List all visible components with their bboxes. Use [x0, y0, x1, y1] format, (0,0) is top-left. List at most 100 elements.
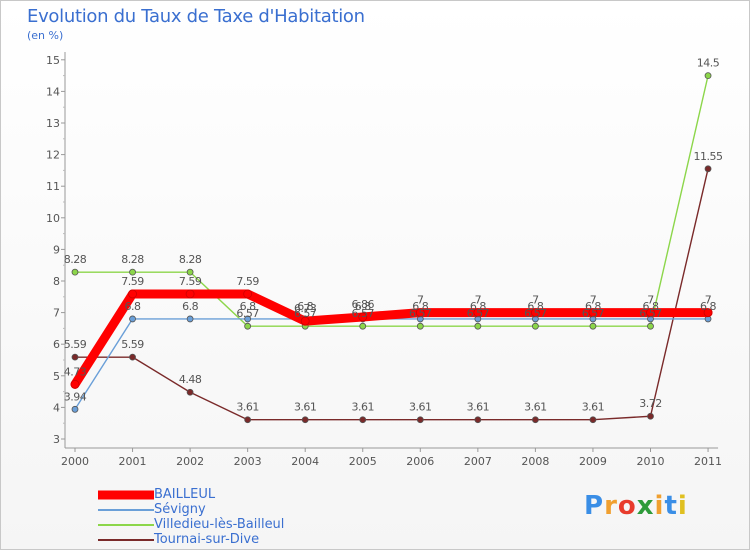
data-label-s-vigny: 6.8	[643, 300, 659, 313]
data-point-s-vigny	[71, 405, 79, 413]
data-point-s-vigny	[129, 315, 136, 323]
data-label-tournai-sur-dive: 4.48	[179, 373, 202, 386]
data-label-s-vigny: 6.8	[240, 300, 256, 313]
data-point-bailleul	[243, 289, 253, 299]
logo-letter: o	[617, 491, 637, 521]
data-label-s-vigny: 6.8	[527, 300, 543, 313]
data-point-bailleul	[415, 308, 425, 318]
data-point-bailleul	[646, 308, 655, 318]
data-labels-layer: 5.59 5.59 4.48 3.61 3.61 3.61 3.61 3.61 3.61 3.61…	[64, 57, 724, 414]
data-point-tournai-sur-dive	[129, 353, 136, 361]
x-tick-label: 2007	[464, 455, 492, 468]
data-point-villedieu-l-s-bailleul	[416, 322, 424, 330]
y-tick-label: 3	[53, 433, 60, 446]
data-label-tournai-sur-dive: 5.59	[64, 338, 87, 351]
data-label-villedieu-l-s-bailleul: 8.28	[64, 253, 87, 266]
data-label-bailleul: 7.59	[121, 275, 144, 288]
data-label-bailleul: 7.59	[236, 275, 259, 288]
x-tick-label: 2001	[119, 455, 147, 468]
data-point-tournai-sur-dive	[244, 416, 252, 424]
y-tick-label: 10	[46, 212, 60, 225]
data-label-s-vigny: 6.8	[470, 300, 486, 313]
y-tick-label: 12	[46, 149, 60, 162]
data-point-tournai-sur-dive	[359, 416, 367, 424]
data-point-villedieu-l-s-bailleul	[71, 268, 79, 276]
data-label-tournai-sur-dive: 3.61	[582, 401, 605, 414]
legend-swatch	[98, 508, 154, 511]
data-point-villedieu-l-s-bailleul	[474, 322, 482, 330]
data-point-bailleul	[128, 289, 137, 299]
data-point-tournai-sur-dive	[474, 416, 482, 424]
data-label-bailleul: 7	[417, 294, 424, 307]
data-point-villedieu-l-s-bailleul	[186, 268, 194, 276]
series-line-bailleul	[70, 289, 713, 389]
y-tick-label: 13	[46, 117, 60, 130]
data-label-villedieu-l-s-bailleul: 6.57	[409, 307, 432, 320]
data-label-villedieu-l-s-bailleul: 14.5	[697, 57, 720, 70]
data-point-bailleul	[300, 316, 310, 326]
data-point-bailleul	[185, 289, 195, 299]
legend-swatch	[98, 523, 154, 526]
data-point-bailleul	[358, 312, 368, 322]
data-label-villedieu-l-s-bailleul: 6.57	[467, 307, 490, 320]
data-label-s-vigny: 6.8	[297, 300, 313, 313]
x-tick-label: 2002	[176, 455, 204, 468]
data-point-bailleul	[473, 308, 483, 318]
data-label-bailleul: 7	[590, 294, 597, 307]
series-line-villedieu-l-s-bailleul	[74, 74, 709, 327]
data-label-bailleul: 6.86	[352, 298, 375, 311]
data-point-tournai-sur-dive	[186, 388, 194, 396]
data-label-villedieu-l-s-bailleul: 8.28	[179, 253, 202, 266]
logo-letter: P	[584, 491, 605, 521]
y-tick-label: 6	[53, 338, 60, 351]
data-label-s-vigny: 6.8	[182, 300, 198, 313]
data-point-villedieu-l-s-bailleul	[129, 268, 136, 276]
data-point-villedieu-l-s-bailleul	[532, 322, 539, 330]
data-point-villedieu-l-s-bailleul	[244, 322, 252, 330]
data-label-tournai-sur-dive: 3.61	[236, 401, 259, 414]
legend-label: Tournai-sur-Dive	[154, 532, 260, 547]
data-label-s-vigny: 6.8	[585, 300, 601, 313]
data-label-tournai-sur-dive: 3.61	[294, 401, 317, 414]
legend-label: Villedieu-lès-Bailleul	[154, 517, 285, 532]
data-label-tournai-sur-dive: 11.55	[694, 150, 723, 163]
data-label-bailleul: 6.73	[294, 302, 317, 315]
x-tick-label: 2005	[349, 455, 377, 468]
data-label-tournai-sur-dive: 5.59	[121, 338, 144, 351]
x-tick-label: 2006	[406, 455, 434, 468]
data-label-bailleul: 7.59	[179, 275, 202, 288]
axes: 3 4 5 6 7 8 9 10 11 12 13 14 15 2000 2001 2002 2003 2004 2…	[46, 52, 722, 468]
data-label-s-vigny: 6.8	[700, 300, 716, 313]
y-tick-label: 5	[53, 370, 60, 383]
data-label-bailleul: 7	[475, 294, 482, 307]
data-point-tournai-sur-dive	[589, 416, 597, 424]
legend-swatch	[98, 490, 154, 499]
data-point-tournai-sur-dive	[71, 353, 79, 361]
logo-letter: x	[636, 491, 655, 521]
x-tick-label: 2010	[637, 455, 665, 468]
data-point-tournai-sur-dive	[704, 165, 712, 173]
data-point-bailleul	[588, 308, 598, 318]
legend-label: Sévigny	[154, 502, 206, 517]
data-point-bailleul	[703, 308, 713, 318]
data-label-tournai-sur-dive: 3.61	[524, 401, 547, 414]
data-label-villedieu-l-s-bailleul: 6.57	[352, 307, 375, 320]
data-label-villedieu-l-s-bailleul: 6.57	[639, 307, 662, 320]
x-tick-label: 2009	[579, 455, 607, 468]
data-label-tournai-sur-dive: 3.61	[352, 401, 375, 414]
x-tick-label: 2008	[521, 455, 549, 468]
data-label-s-vigny: 6.8	[412, 300, 428, 313]
data-point-tournai-sur-dive	[532, 416, 539, 424]
data-label-tournai-sur-dive: 3.72	[639, 397, 662, 410]
data-label-villedieu-l-s-bailleul: 8.28	[121, 253, 144, 266]
data-label-s-vigny: 6.8	[125, 300, 141, 313]
data-label-s-vigny: 3.94	[64, 390, 87, 403]
x-tick-label: 2003	[234, 455, 262, 468]
data-point-s-vigny	[186, 315, 194, 323]
y-tick-label: 4	[53, 401, 60, 414]
data-label-villedieu-l-s-bailleul: 6.57	[236, 307, 259, 320]
data-label-tournai-sur-dive: 3.61	[409, 401, 432, 414]
series-line-s-vigny	[74, 318, 709, 410]
data-point-villedieu-l-s-bailleul	[359, 322, 367, 330]
